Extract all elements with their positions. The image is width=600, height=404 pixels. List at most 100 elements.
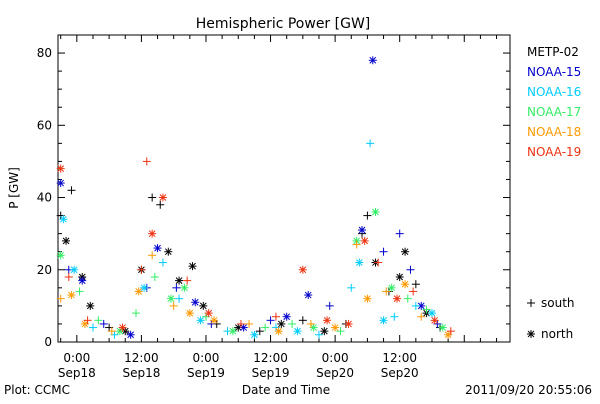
legend-entry: NOAA-16 [527, 85, 581, 99]
data-point-north [158, 193, 167, 202]
data-point-south [94, 316, 103, 325]
data-point-north [153, 244, 162, 253]
data-point-north [304, 291, 313, 300]
data-point-north [210, 316, 219, 325]
data-point-south [88, 323, 97, 332]
data-point-north [164, 247, 173, 256]
data-point-south [446, 327, 455, 336]
data-point-north [191, 298, 200, 307]
data-point-north [188, 262, 197, 271]
data-point-south [288, 319, 297, 328]
data-point-north [239, 323, 248, 332]
data-point-north [59, 215, 68, 224]
legend-marker-label: south [541, 296, 575, 310]
series-metp-02 [56, 186, 445, 336]
data-point-north [293, 327, 302, 336]
x-tick-label-date: Sep20 [316, 366, 354, 380]
data-point-south [352, 240, 361, 249]
legend-marker-north [527, 330, 535, 338]
data-point-north [56, 179, 65, 188]
data-point-south [132, 309, 141, 318]
y-axis: 0 20 40 60 80 [37, 46, 510, 349]
x-tick-label-time: 12:00 [253, 351, 288, 365]
data-point-north [234, 323, 243, 332]
legend-marker-label: north [541, 327, 573, 341]
data-point-north [180, 283, 189, 292]
legend-entry: NOAA-19 [527, 145, 581, 159]
data-point-south [169, 301, 178, 310]
data-point-north [148, 229, 157, 238]
data-point-south [409, 287, 418, 296]
data-point-north [274, 327, 283, 336]
data-point-south [64, 272, 73, 281]
data-point-south [236, 319, 245, 328]
data-point-south [390, 312, 399, 321]
data-point-south [314, 330, 323, 339]
data-point-north [309, 323, 318, 332]
data-point-south [422, 305, 431, 314]
plot-credit: Plot: CCMC [4, 383, 70, 397]
data-point-south [411, 280, 420, 289]
data-point-north [427, 309, 436, 318]
data-point-south [156, 200, 165, 209]
data-point-south [366, 139, 375, 148]
data-point-south [148, 193, 157, 202]
series-noaa-19 [56, 157, 455, 336]
data-points [56, 56, 455, 339]
x-tick-label-date: Sep18 [122, 366, 160, 380]
x-axis-label: Date and Time [242, 383, 330, 397]
data-point-south [395, 229, 404, 238]
data-point-north [438, 323, 447, 332]
y-tick-label: 60 [37, 118, 52, 132]
data-point-south [83, 316, 92, 325]
data-point-south [107, 327, 116, 336]
data-point-south [411, 301, 420, 310]
series-noaa-15 [56, 56, 442, 339]
data-point-north [228, 327, 237, 336]
data-point-south [347, 283, 356, 292]
data-point-north [185, 309, 194, 318]
x-tick-label-time: 12:00 [382, 351, 417, 365]
x-tick-label-date: Sep20 [381, 366, 419, 380]
data-point-north [175, 276, 184, 285]
data-point-north [167, 294, 175, 303]
x-axis: 0:00Sep1812:00Sep180:00Sep1912:00Sep190:… [58, 35, 498, 380]
data-point-north [250, 330, 259, 339]
data-point-south [142, 157, 151, 166]
data-point-north [393, 294, 401, 303]
data-point-north [387, 283, 396, 292]
data-point-south [56, 294, 65, 303]
data-point-north [277, 319, 286, 328]
legend-entry: NOAA-17 [527, 105, 581, 119]
data-point-south [175, 294, 184, 303]
data-point-north [204, 309, 213, 318]
data-point-north [56, 251, 65, 260]
data-point-north [371, 207, 380, 216]
series-noaa-18 [56, 240, 453, 339]
data-point-south [298, 316, 307, 325]
data-point-north [355, 258, 364, 267]
data-point-south [336, 327, 345, 336]
data-point-south [379, 247, 388, 256]
timestamp: 2011/09/20 20:55:06 [465, 383, 592, 397]
data-point-north [86, 301, 95, 310]
data-point-north [363, 294, 372, 303]
data-point-north [56, 164, 65, 173]
data-point-south [67, 186, 76, 195]
chart-title: Hemispheric Power [GW] [196, 16, 371, 32]
data-point-south [363, 211, 372, 220]
data-point-north [199, 301, 208, 310]
x-tick-label-time: 0:00 [322, 351, 349, 365]
data-point-south [158, 258, 167, 267]
data-point-south [271, 312, 280, 321]
x-tick-label-time: 0:00 [192, 351, 219, 365]
data-point-north [118, 323, 127, 332]
data-point-north [78, 276, 87, 285]
y-tick-label: 20 [37, 263, 52, 277]
data-point-north [282, 312, 291, 321]
data-point-south [255, 327, 264, 336]
y-tick-label: 0 [44, 335, 52, 349]
x-tick-label-date: Sep19 [252, 366, 290, 380]
